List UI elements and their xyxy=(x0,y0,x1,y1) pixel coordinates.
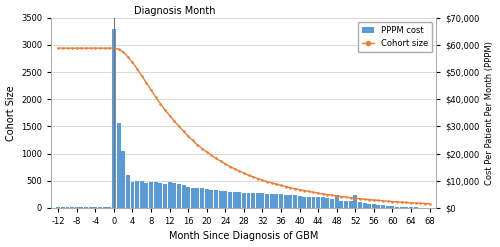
Bar xyxy=(224,191,228,208)
Bar xyxy=(94,207,98,208)
Y-axis label: Cost Per Patient Per Month (PPPM): Cost Per Patient Per Month (PPPM) xyxy=(486,41,494,185)
Cohort size xyxy=(376,199,382,202)
Bar xyxy=(200,188,204,208)
Cohort size xyxy=(329,194,335,197)
Bar xyxy=(163,184,167,208)
Bar xyxy=(293,195,297,208)
Bar xyxy=(381,205,385,208)
Bar xyxy=(88,207,92,208)
Title: Diagnosis Month: Diagnosis Month xyxy=(134,5,216,16)
Bar xyxy=(242,193,246,208)
Line: Cohort size: Cohort size xyxy=(57,47,431,205)
Bar xyxy=(246,193,250,208)
Bar xyxy=(330,199,334,208)
Bar xyxy=(344,201,348,208)
Cohort size xyxy=(357,197,363,200)
Bar xyxy=(66,207,70,208)
Bar xyxy=(265,194,269,208)
Bar xyxy=(298,196,302,208)
Bar xyxy=(376,205,380,208)
Bar xyxy=(112,29,116,208)
Bar xyxy=(386,206,390,208)
Bar xyxy=(256,193,260,208)
Bar xyxy=(210,190,214,208)
Bar xyxy=(218,191,222,208)
Bar xyxy=(158,183,162,208)
Bar xyxy=(362,203,366,208)
Bar xyxy=(279,194,283,208)
Bar xyxy=(232,192,236,208)
Bar xyxy=(70,207,74,208)
Bar xyxy=(260,193,264,208)
Bar xyxy=(418,207,422,208)
Bar xyxy=(191,188,195,208)
Bar xyxy=(334,195,338,208)
Bar xyxy=(326,198,330,208)
Bar xyxy=(390,206,394,208)
Bar xyxy=(154,182,158,208)
Bar xyxy=(80,207,84,208)
Bar xyxy=(400,207,404,208)
Bar xyxy=(172,184,176,208)
Bar xyxy=(56,207,60,208)
X-axis label: Month Since Diagnosis of GBM: Month Since Diagnosis of GBM xyxy=(169,231,318,242)
Bar xyxy=(140,181,143,208)
Bar xyxy=(270,194,274,208)
Bar xyxy=(121,151,125,208)
Bar xyxy=(177,184,181,208)
Bar xyxy=(274,194,278,208)
Bar xyxy=(98,207,102,208)
Bar xyxy=(168,182,172,208)
Bar xyxy=(307,197,311,208)
Bar xyxy=(186,187,190,208)
Bar xyxy=(354,195,357,208)
Bar xyxy=(302,197,306,208)
Cohort size xyxy=(55,47,61,50)
Bar xyxy=(135,181,139,208)
Bar xyxy=(321,197,324,208)
Bar xyxy=(358,203,362,208)
Bar xyxy=(348,201,352,208)
Bar xyxy=(312,197,316,208)
Bar xyxy=(130,182,134,208)
Bar xyxy=(205,189,208,208)
Bar xyxy=(61,207,65,208)
Bar xyxy=(144,183,148,208)
Bar xyxy=(75,207,79,208)
Bar xyxy=(108,207,112,208)
Cohort size xyxy=(390,200,396,203)
Bar xyxy=(409,207,413,208)
Bar xyxy=(404,207,408,208)
Bar xyxy=(288,195,292,208)
Bar xyxy=(284,195,288,208)
Cohort size xyxy=(260,179,266,182)
Bar xyxy=(395,206,399,208)
Bar xyxy=(367,204,371,208)
Cohort size xyxy=(288,186,294,189)
Bar xyxy=(228,192,232,208)
Bar xyxy=(414,207,418,208)
Legend: PPPM cost, Cohort size: PPPM cost, Cohort size xyxy=(358,22,432,52)
Bar xyxy=(126,175,130,208)
Bar xyxy=(251,193,255,208)
Bar xyxy=(340,201,344,208)
Bar xyxy=(372,204,376,208)
Y-axis label: Cohort Size: Cohort Size xyxy=(6,85,16,141)
Cohort size xyxy=(426,202,432,205)
Bar xyxy=(214,190,218,208)
Bar xyxy=(196,188,200,208)
Bar xyxy=(102,207,106,208)
Bar xyxy=(116,123,120,208)
Bar xyxy=(149,182,153,208)
Bar xyxy=(316,197,320,208)
Bar xyxy=(84,207,88,208)
Bar xyxy=(238,192,241,208)
Bar xyxy=(182,185,186,208)
